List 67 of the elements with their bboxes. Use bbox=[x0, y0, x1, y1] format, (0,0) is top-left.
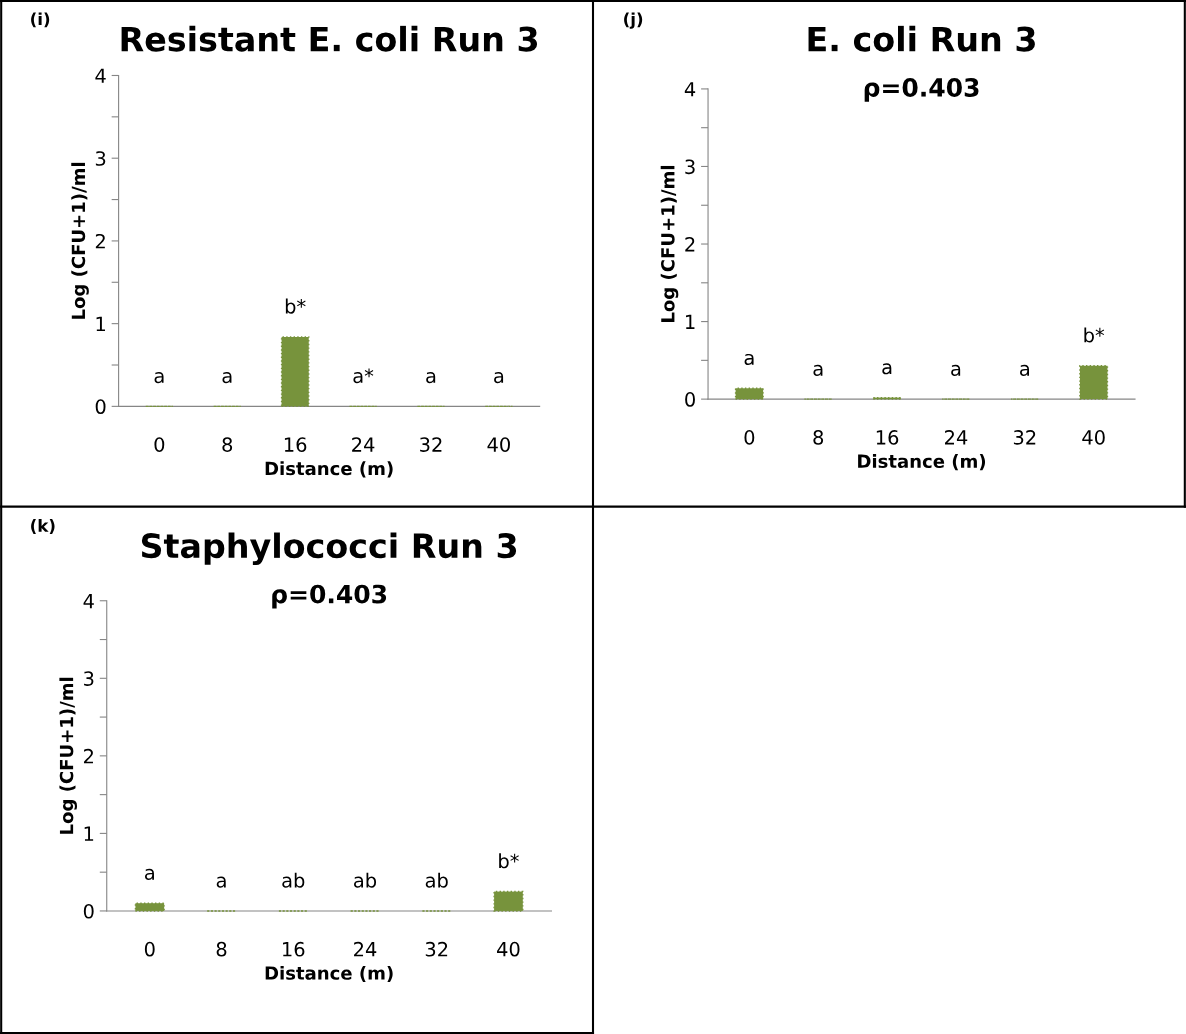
x-tick-label: 0 bbox=[744, 430, 755, 445]
text: (i) bbox=[31, 12, 50, 28]
chart-title: Resistant E. coli Run 3 bbox=[121, 25, 538, 52]
x-tick-label: 8 bbox=[222, 437, 233, 452]
x-tick-label: 40 bbox=[497, 941, 520, 957]
annotation: ab bbox=[425, 872, 448, 888]
y-tick-label: 4 bbox=[684, 82, 696, 97]
y-tick-label: 1 bbox=[96, 316, 105, 332]
y-tick-label: 4 bbox=[95, 68, 106, 83]
chart-title: E. coli Run 3 bbox=[808, 25, 1035, 52]
y-tick-label: 3 bbox=[95, 151, 106, 166]
x-tick-label: 8 bbox=[813, 430, 824, 445]
y-tick-label: 0 bbox=[95, 399, 106, 415]
y-tick-label: 2 bbox=[685, 236, 695, 252]
x-tick-label: 24 bbox=[352, 437, 375, 452]
y-tick-label: 1 bbox=[686, 314, 695, 329]
x-tick-label: 16 bbox=[876, 430, 899, 445]
y-tick-label: 3 bbox=[84, 671, 94, 686]
x-tick-label: 32 bbox=[420, 437, 442, 452]
chart-title: Staphylococci Run 3 bbox=[141, 532, 517, 566]
y-tick-label: 0 bbox=[685, 392, 695, 407]
text: (j) bbox=[624, 12, 643, 29]
annotation: a bbox=[1020, 364, 1030, 376]
x-tick-label: 0 bbox=[154, 437, 165, 452]
x-tick-label: 40 bbox=[1082, 430, 1105, 445]
annotation: b* bbox=[1084, 327, 1105, 343]
annotation: b* bbox=[285, 298, 306, 314]
annotation: a bbox=[813, 364, 823, 376]
bar bbox=[1079, 365, 1109, 400]
x-axis-title: Distance (m) bbox=[265, 965, 393, 982]
annotation: a bbox=[222, 371, 232, 384]
annotation: b* bbox=[499, 853, 519, 869]
text: (k) bbox=[31, 519, 55, 534]
x-axis-title: Distance (m) bbox=[858, 454, 986, 471]
annotation: a bbox=[144, 868, 154, 880]
y-tick-label: 1 bbox=[84, 826, 94, 841]
annotation: a bbox=[951, 364, 961, 376]
x-tick-label: 24 bbox=[945, 430, 968, 445]
annotation: a* bbox=[353, 368, 374, 384]
annotation: a bbox=[216, 876, 226, 888]
y-axis-title: Log (CFU+1)/ml bbox=[59, 677, 78, 834]
x-tick-label: 24 bbox=[354, 941, 377, 957]
x-tick-label: 0 bbox=[144, 941, 155, 957]
x-tick-label: 32 bbox=[1013, 430, 1036, 445]
x-tick-label: 32 bbox=[425, 941, 448, 957]
y-tick-label: 2 bbox=[83, 748, 93, 764]
y-tick-label: 4 bbox=[83, 593, 94, 609]
chart-subtitle: ρ=0.403 bbox=[272, 584, 387, 609]
chart-subtitle: ρ=0.403 bbox=[864, 77, 979, 102]
bar bbox=[734, 387, 764, 400]
annotation: a bbox=[494, 371, 504, 384]
annotation: a bbox=[154, 371, 164, 384]
y-axis-title: Log (CFU+1)/ml bbox=[660, 165, 679, 322]
y-tick-label: 2 bbox=[95, 233, 105, 249]
annotation: ab bbox=[354, 872, 377, 888]
annotation: a bbox=[426, 371, 436, 384]
x-tick-label: 16 bbox=[283, 941, 305, 957]
annotation: a bbox=[882, 363, 892, 375]
annotation: a bbox=[744, 353, 754, 366]
y-tick-label: 3 bbox=[685, 159, 695, 175]
x-axis-title: Distance (m) bbox=[265, 461, 393, 478]
x-tick-label: 16 bbox=[284, 437, 307, 452]
x-tick-label: 8 bbox=[216, 941, 227, 957]
y-axis-title: Log (CFU+1)/ml bbox=[71, 162, 89, 319]
x-tick-label: 40 bbox=[487, 437, 510, 452]
annotation: ab bbox=[282, 872, 305, 888]
y-tick-label: 0 bbox=[83, 903, 94, 919]
